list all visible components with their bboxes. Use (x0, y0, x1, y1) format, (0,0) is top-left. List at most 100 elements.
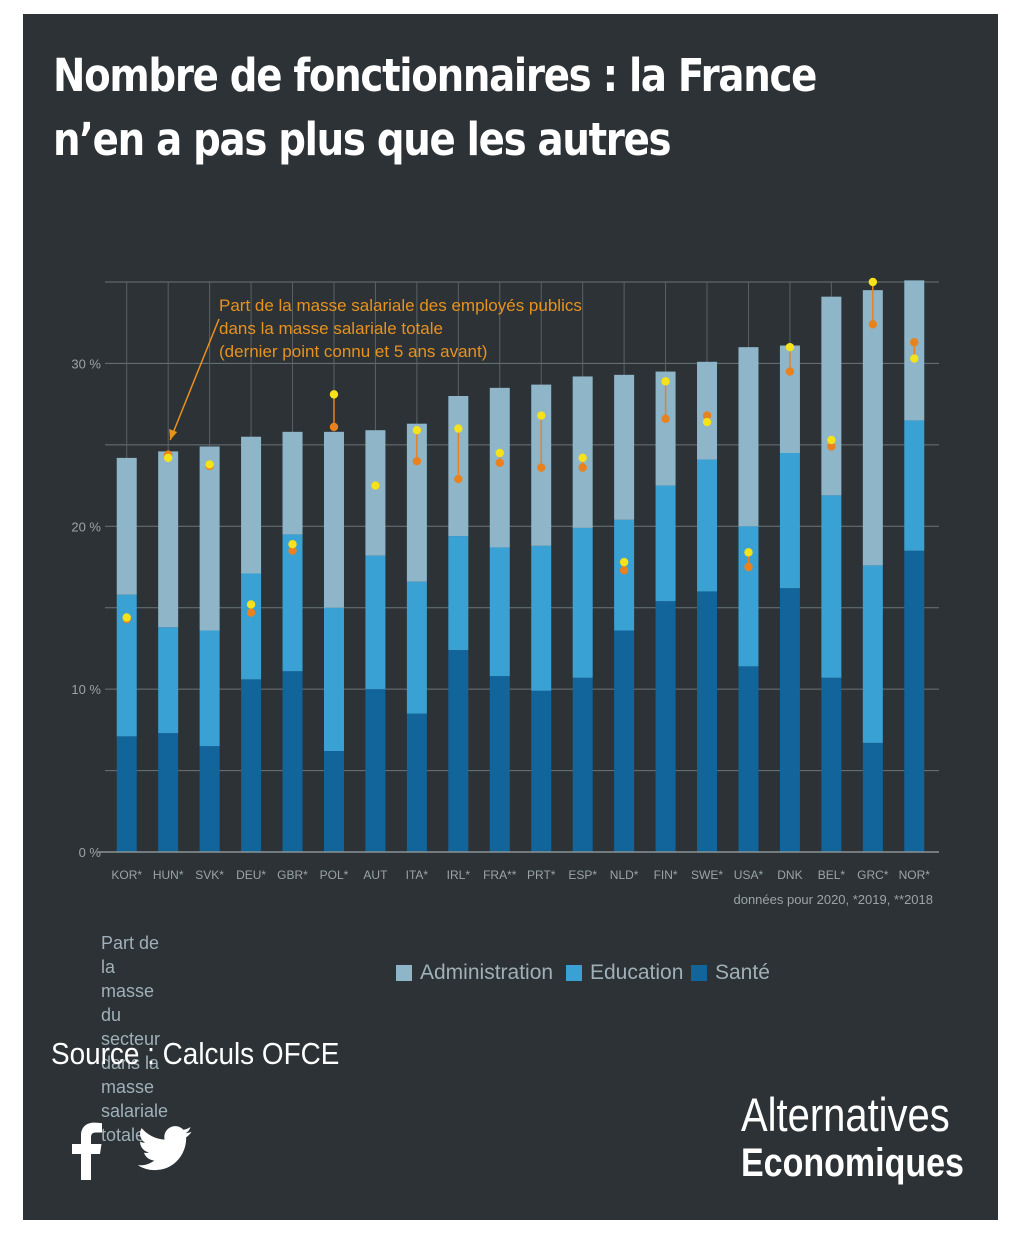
bar-education-irl (448, 536, 469, 651)
page-title: Nombre de fonctionnaires : la France n’e… (53, 49, 817, 166)
bar-administration-nld (614, 374, 635, 520)
salary-share-latest-point (868, 277, 878, 287)
salary-share-previous-point (619, 566, 629, 575)
salary-share-previous-point (785, 367, 795, 376)
salary-share-latest-point (661, 377, 670, 386)
bar-sante-swe (697, 591, 718, 852)
salary-share-previous-point (910, 338, 919, 347)
annotation-arrowhead (169, 428, 178, 440)
bar-education-hun (158, 627, 179, 734)
bar-sante-ita (406, 713, 427, 852)
bar-administration-kor (116, 457, 137, 595)
bar-sante-nld (614, 630, 635, 852)
salary-share-previous-point (454, 474, 463, 484)
salary-share-latest-point (910, 354, 919, 363)
x-tick-label: IRL* (447, 868, 471, 882)
bar-education-dnk (779, 453, 800, 589)
x-tick-label: HUN* (153, 868, 184, 882)
bar-sante-usa (738, 666, 759, 852)
bar-education-nor (904, 420, 925, 551)
twitter-icon[interactable] (138, 1126, 193, 1172)
annotation-line: Part de la masse salariale des employés … (219, 296, 582, 315)
bar-sante-grc (862, 742, 883, 852)
bar-sante-irl (448, 650, 469, 852)
bar-education-bel (821, 495, 842, 678)
bar-administration-fra (489, 387, 510, 548)
bar-education-deu (241, 573, 262, 680)
bar-education-gbr (282, 534, 303, 672)
bar-education-pol (323, 607, 344, 752)
x-tick-label: ESP* (568, 868, 597, 882)
annotation-line: dans la masse salariale totale (219, 319, 443, 338)
bar-education-fra (489, 547, 510, 677)
grid (105, 281, 939, 852)
legend-swatch-sante (691, 965, 707, 981)
salary-share-latest-point (329, 390, 339, 399)
bar-sante-deu (241, 679, 262, 852)
bar-education-aut (365, 555, 386, 690)
y-tick-label: 30 % (71, 356, 101, 371)
bar-administration-svk (199, 446, 220, 631)
salary-share-latest-point (827, 435, 836, 445)
bar-sante-nor (904, 550, 925, 852)
bar-administration-dnk (779, 345, 800, 453)
bar-administration-hun (158, 451, 179, 628)
bar-sante-hun (158, 733, 179, 852)
x-tick-label: GRC* (857, 868, 889, 882)
bar-administration-swe (697, 361, 718, 460)
brand-line-2: Economiques (741, 1141, 964, 1185)
brand-line-1: Alternatives (741, 1088, 950, 1141)
x-tick-label: FIN* (654, 868, 678, 882)
salary-share-latest-point (495, 448, 504, 458)
salary-share-latest-point (246, 600, 256, 609)
source-text: Source : Calculs OFCE (51, 1036, 340, 1071)
y-tick-label: 0 % (79, 845, 102, 860)
bar-administration-bel (821, 296, 842, 496)
salary-share-latest-point (454, 424, 463, 433)
bar-education-svk (199, 630, 220, 747)
bar-education-esp (572, 527, 593, 678)
salary-share-previous-point (661, 414, 670, 423)
bar-education-grc (862, 565, 883, 743)
x-tick-label: GBR* (277, 868, 308, 882)
bar-sante-kor (116, 736, 137, 852)
x-tick-label: DEU* (236, 868, 266, 882)
legend-item-sante: Santé (691, 961, 770, 985)
bar-administration-grc (862, 290, 883, 566)
x-tick-label: DNK (777, 868, 802, 882)
bar-sante-prt (531, 690, 552, 852)
bar-sante-dnk (779, 588, 800, 852)
y-axis-ticks: 0 % 10 % 20 % 30 % (71, 356, 101, 860)
bar-sante-gbr (282, 671, 303, 852)
salary-share-latest-point (578, 453, 587, 463)
x-tick-label: NOR* (899, 868, 931, 882)
salary-share-latest-point (371, 481, 380, 490)
salary-share-latest-point (785, 342, 795, 352)
brand-logo: Alternatives Economiques (741, 1088, 1003, 1186)
x-tick-label: SWE* (691, 868, 723, 882)
y-tick-label: 20 % (71, 519, 101, 534)
x-tick-label: BEL* (818, 868, 846, 882)
bar-education-fin (655, 485, 676, 602)
legend-swatch-administration (396, 965, 412, 981)
salary-share-previous-point (288, 546, 297, 555)
salary-share-latest-point (122, 613, 131, 622)
salary-share-previous-point (578, 463, 587, 472)
bar-administration-esp (572, 376, 593, 528)
legend-swatch-education (566, 965, 582, 981)
legend-label-education: Education (590, 961, 684, 984)
salary-share-latest-point (412, 426, 422, 435)
bar-sante-bel (821, 677, 842, 852)
salary-share-latest-point (619, 557, 629, 567)
infographic-card: Nombre de fonctionnaires : la France n’e… (23, 14, 998, 1220)
bar-education-usa (738, 526, 759, 667)
salary-share-markers (122, 277, 919, 624)
salary-share-previous-point (868, 320, 878, 329)
bar-administration-ita (406, 423, 427, 582)
salary-share-previous-point (744, 562, 753, 572)
legend-label-sante: Santé (715, 961, 770, 984)
bar-administration-fin (655, 371, 676, 486)
facebook-icon[interactable] (71, 1122, 103, 1180)
bar-sante-svk (199, 746, 220, 852)
bar-administration-deu (241, 436, 262, 574)
